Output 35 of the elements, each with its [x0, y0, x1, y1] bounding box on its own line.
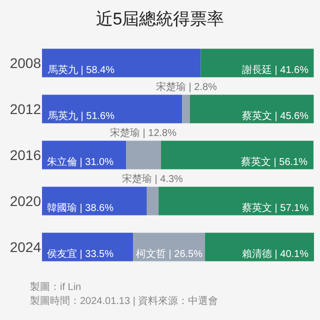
bar — [161, 140, 314, 170]
bar — [182, 94, 190, 124]
data-label: 馬英九 | 58.4% — [47, 64, 115, 76]
data-label: 柯文哲 | 26.5% — [136, 248, 203, 260]
text: 製圖時間：2024.01.13 | 資料來源：中選會 — [30, 295, 218, 307]
y-tick-label: 2016 — [10, 146, 42, 163]
data-label: 韓國瑜 | 38.6% — [47, 202, 114, 214]
y-tick-label: 2024 — [10, 238, 42, 255]
data-label: 蔡英文 | 56.1% — [241, 156, 308, 168]
bar — [42, 232, 134, 262]
bar — [200, 48, 314, 78]
bar — [126, 140, 162, 170]
bar — [42, 140, 126, 170]
data-label: 蔡英文 | 45.6% — [242, 110, 309, 122]
y-tick-label: 2012 — [10, 100, 42, 117]
chart-title: 近5屆總統得票率 — [96, 10, 224, 29]
data-label: 蔡英文 | 57.1% — [242, 202, 309, 214]
data-label: 賴清德 | 40.1% — [242, 248, 309, 260]
bar — [158, 186, 314, 216]
bar — [146, 186, 159, 216]
y-tick-label: 2020 — [10, 192, 42, 209]
data-label: 宋楚瑜 | 12.8% — [110, 127, 177, 139]
bar — [42, 94, 182, 124]
bar — [190, 94, 314, 124]
bar — [205, 232, 314, 262]
data-label: 謝長廷 | 41.6% — [242, 64, 309, 76]
data-label: 朱立倫 | 31.0% — [47, 156, 114, 168]
data-label: 馬英九 | 51.6% — [47, 110, 115, 122]
y-tick-label: 2008 — [10, 54, 42, 71]
data-label: 侯友宜 | 33.5% — [47, 248, 114, 260]
data-label: 宋楚瑜 | 2.8% — [156, 81, 218, 93]
text: 製圖：if Lin — [30, 281, 82, 293]
bar — [42, 186, 147, 216]
data-label: 宋楚瑜 | 4.3% — [122, 173, 184, 185]
bar — [42, 48, 201, 78]
